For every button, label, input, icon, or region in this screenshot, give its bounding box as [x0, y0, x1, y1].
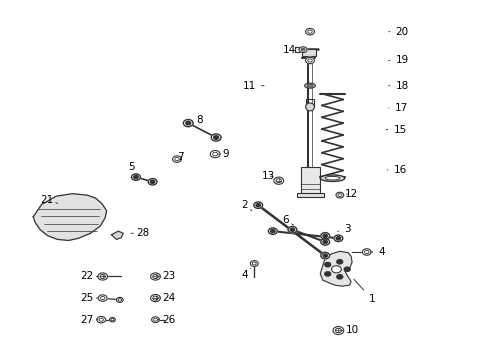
- Text: 6: 6: [282, 215, 293, 225]
- Text: 25: 25: [80, 293, 98, 303]
- Circle shape: [97, 316, 105, 323]
- Circle shape: [320, 233, 329, 239]
- Text: 13: 13: [261, 171, 274, 181]
- Circle shape: [323, 240, 327, 244]
- Ellipse shape: [306, 84, 312, 87]
- Text: 8: 8: [193, 114, 203, 125]
- Circle shape: [323, 254, 327, 257]
- Text: 11: 11: [242, 81, 264, 91]
- Circle shape: [333, 235, 342, 242]
- Bar: [302, 49, 315, 56]
- Circle shape: [150, 273, 160, 280]
- Circle shape: [253, 202, 262, 208]
- Text: 22: 22: [80, 271, 98, 282]
- Text: 15: 15: [386, 125, 406, 135]
- Text: 5: 5: [127, 162, 138, 176]
- Circle shape: [250, 261, 258, 266]
- Text: 2: 2: [241, 200, 251, 211]
- Circle shape: [98, 295, 107, 301]
- Circle shape: [362, 249, 370, 255]
- Circle shape: [151, 317, 159, 323]
- Circle shape: [109, 318, 115, 322]
- Ellipse shape: [304, 83, 315, 88]
- Text: 18: 18: [388, 81, 408, 91]
- Circle shape: [116, 297, 123, 302]
- Text: 26: 26: [158, 315, 175, 325]
- Text: 20: 20: [388, 27, 407, 37]
- Text: 12: 12: [344, 189, 357, 199]
- Polygon shape: [320, 251, 351, 286]
- Text: 10: 10: [342, 325, 358, 336]
- Text: 23: 23: [158, 271, 175, 282]
- Text: 4: 4: [370, 247, 384, 257]
- Bar: [297, 193, 323, 197]
- Circle shape: [320, 252, 329, 259]
- Circle shape: [270, 230, 274, 233]
- Circle shape: [134, 176, 138, 179]
- Circle shape: [305, 28, 314, 35]
- Text: 27: 27: [80, 315, 98, 325]
- Circle shape: [305, 57, 314, 64]
- Circle shape: [290, 228, 294, 231]
- Text: 9: 9: [218, 149, 229, 159]
- Circle shape: [336, 237, 340, 240]
- Circle shape: [320, 239, 329, 245]
- Text: 1: 1: [353, 279, 374, 304]
- Circle shape: [210, 150, 220, 158]
- Text: 19: 19: [388, 55, 408, 66]
- Circle shape: [335, 192, 343, 198]
- Text: 28: 28: [131, 228, 149, 238]
- Circle shape: [183, 120, 193, 127]
- Text: 7: 7: [176, 152, 183, 162]
- Circle shape: [336, 260, 342, 264]
- Circle shape: [150, 294, 160, 302]
- Circle shape: [336, 275, 342, 279]
- Circle shape: [323, 234, 327, 238]
- Circle shape: [172, 156, 181, 162]
- Text: 24: 24: [158, 293, 175, 303]
- Circle shape: [211, 134, 221, 141]
- Circle shape: [324, 262, 330, 267]
- Circle shape: [148, 179, 157, 185]
- Text: 14: 14: [282, 45, 304, 55]
- Text: 4: 4: [241, 268, 250, 280]
- Circle shape: [256, 204, 260, 207]
- Circle shape: [273, 177, 283, 184]
- Circle shape: [213, 136, 218, 139]
- Circle shape: [268, 228, 277, 234]
- Circle shape: [185, 121, 190, 125]
- Text: 3: 3: [337, 224, 350, 234]
- Ellipse shape: [305, 103, 314, 111]
- Polygon shape: [111, 231, 123, 239]
- Ellipse shape: [320, 175, 344, 181]
- Bar: [300, 167, 320, 196]
- Circle shape: [98, 273, 107, 280]
- Circle shape: [344, 267, 349, 271]
- Circle shape: [131, 174, 140, 180]
- Text: 21: 21: [40, 195, 58, 205]
- Circle shape: [287, 226, 296, 233]
- Text: 17: 17: [388, 103, 407, 113]
- Circle shape: [324, 272, 330, 276]
- Text: 16: 16: [386, 165, 406, 175]
- Circle shape: [332, 327, 343, 334]
- Circle shape: [331, 266, 341, 273]
- Circle shape: [150, 180, 154, 184]
- Ellipse shape: [325, 176, 339, 180]
- Circle shape: [299, 47, 306, 53]
- Polygon shape: [33, 194, 106, 240]
